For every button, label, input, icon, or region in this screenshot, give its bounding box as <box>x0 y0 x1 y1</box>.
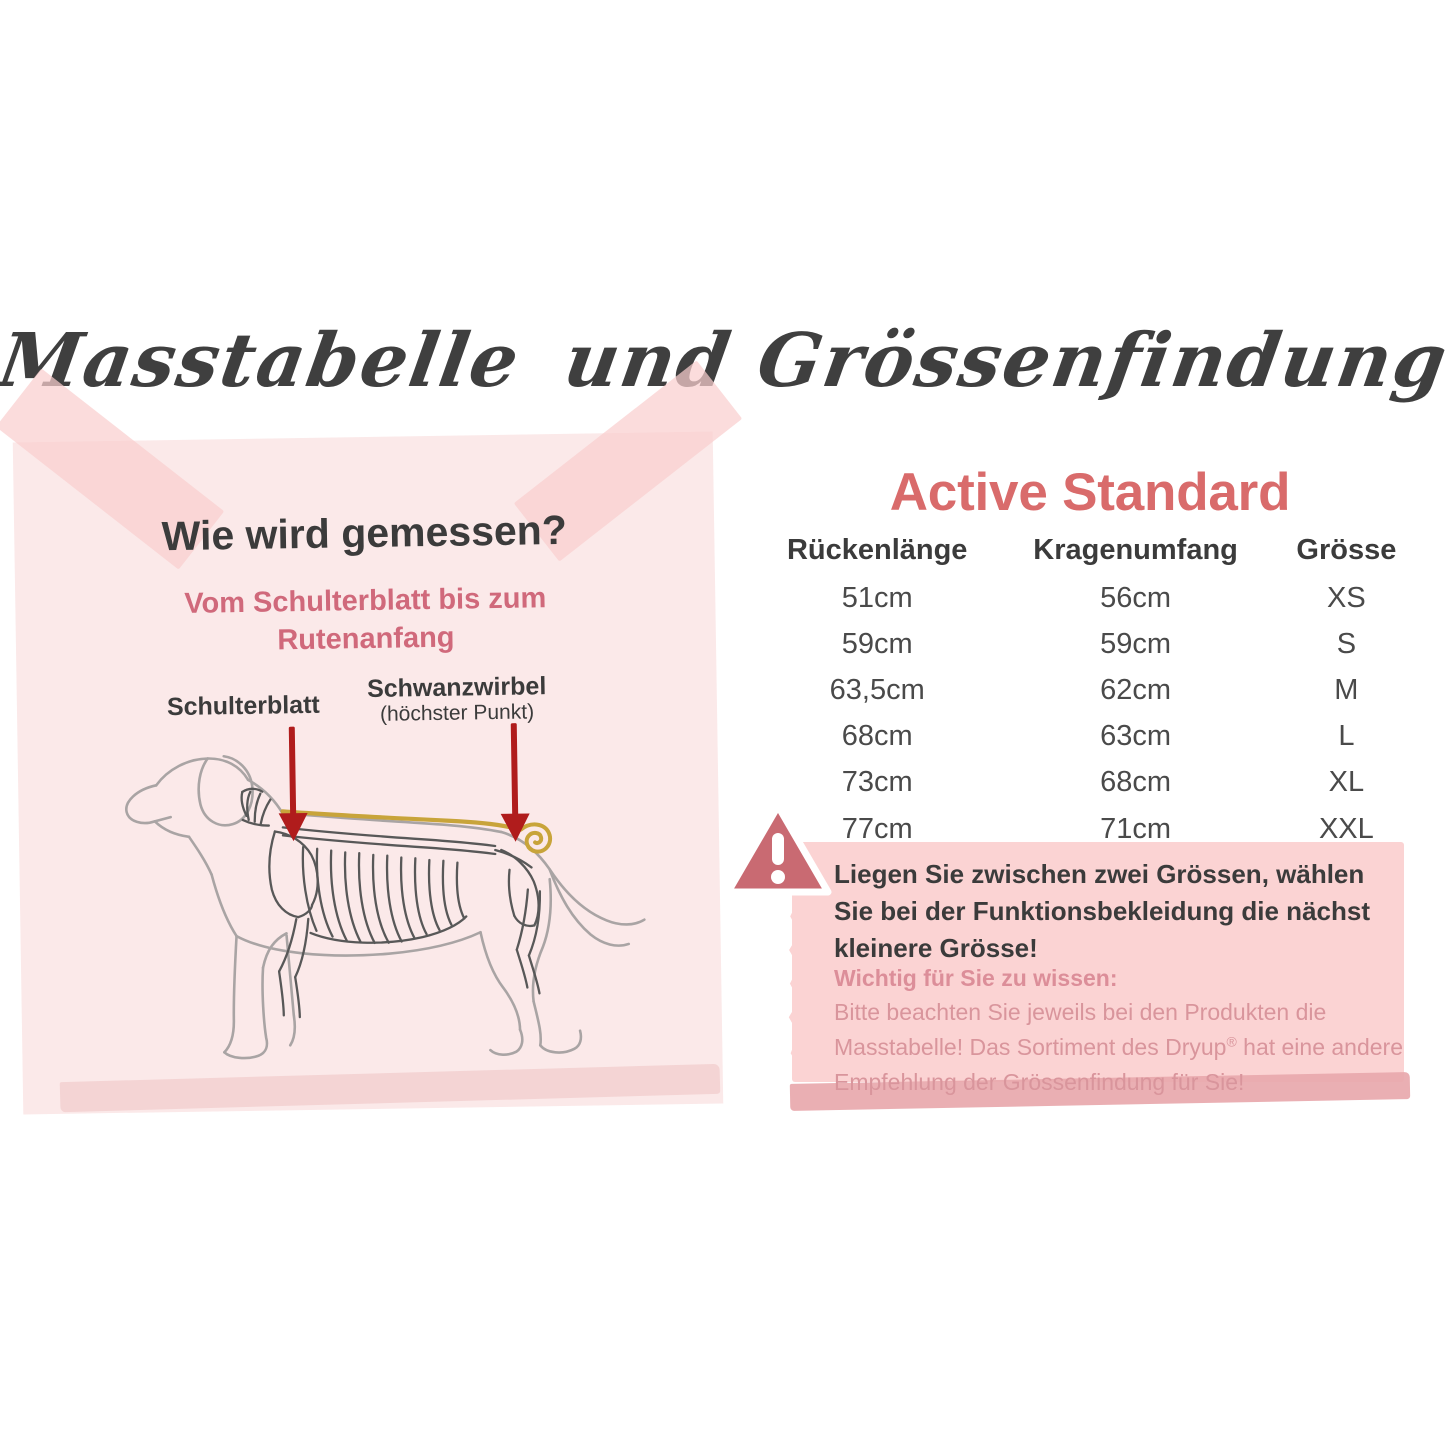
cell-size: XL <box>1328 766 1365 799</box>
measurement-subheading: Vom Schulterblatt bis zum Rutenanfang <box>184 582 547 657</box>
table-row: 77cm 71cm XXL <box>748 807 1428 853</box>
table-row: 73cm 68cm XL <box>748 760 1428 806</box>
cell-collar-girth: 63cm <box>1100 720 1172 753</box>
size-chart-title: Active Standard <box>889 463 1291 522</box>
cell-back-length: 59cm <box>841 628 913 661</box>
table-row: 51cm 56cm XS <box>748 576 1428 622</box>
warning-triangle-icon <box>722 800 834 900</box>
callout-sub-body-part2: hat eine andere Empfehlung der Grössenfi… <box>834 1033 1404 1095</box>
measurement-card-content: Wie wird gemessen? Vom Schulterblatt bis… <box>13 432 723 1115</box>
cell-size: L <box>1338 720 1355 753</box>
callout-main-text: Liegen Sie zwischen zwei Grössen, wählen… <box>834 859 1370 963</box>
column-header-collar-girth: Kragenumfang <box>1033 534 1238 566</box>
table-header-row: Rückenlänge Kragenumfang Grösse <box>748 534 1428 576</box>
cell-size: S <box>1336 628 1357 661</box>
cell-collar-girth: 62cm <box>1100 674 1172 707</box>
column-header-size: Grösse <box>1296 534 1397 566</box>
measurement-heading: Wie wird gemessen? <box>161 506 568 560</box>
page-title: Masstabelle und Grössenfindung <box>0 318 1445 404</box>
cell-back-length: 68cm <box>841 720 913 753</box>
diagram-label-tail-main: Schwanzwirbel <box>366 672 547 704</box>
cell-collar-girth: 71cm <box>1100 812 1172 845</box>
cell-size: M <box>1334 674 1359 707</box>
callout-sub-body-part1: Bitte beachten Sie jeweils bei den Produ… <box>834 999 1327 1060</box>
table-row: 68cm 63cm L <box>748 714 1428 760</box>
cell-back-length: 51cm <box>841 582 913 614</box>
column-header-back-length: Rückenlänge <box>786 534 968 566</box>
callout-sub-title: Wichtig für Sie zu wissen: <box>834 965 1118 991</box>
page-title-part1: Masstabelle <box>0 318 527 404</box>
cell-collar-girth: 68cm <box>1100 766 1172 799</box>
callout-sub-body: Bitte beachten Sie jeweils bei den Produ… <box>834 995 1410 1100</box>
table-row: 63,5cm 62cm M <box>748 668 1428 714</box>
cell-size: XXL <box>1318 812 1374 845</box>
dog-anatomy-illustration <box>95 717 681 1101</box>
size-chart-table: Rückenlänge Kragenumfang Grösse 51cm 56c… <box>748 534 1428 853</box>
table-row: 59cm 59cm S <box>748 622 1428 668</box>
trademark-symbol: ® <box>1226 1033 1237 1050</box>
cell-size: XS <box>1327 582 1366 614</box>
cell-collar-girth: 56cm <box>1100 582 1172 614</box>
diagram-label-shoulder: Schulterblatt <box>166 690 320 722</box>
sizing-advice-callout <box>792 842 1404 1082</box>
cell-back-length: 77cm <box>841 812 913 845</box>
cell-collar-girth: 59cm <box>1100 628 1172 661</box>
cell-back-length: 63,5cm <box>829 674 925 707</box>
cell-back-length: 73cm <box>841 766 913 799</box>
